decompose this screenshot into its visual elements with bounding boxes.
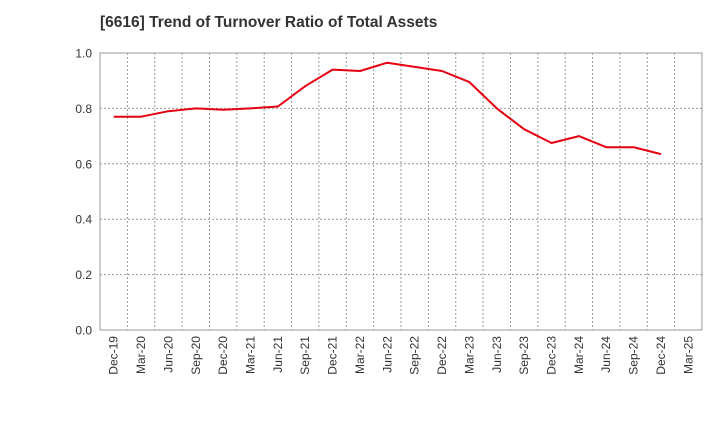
x-tick-label: Mar-21 (244, 336, 258, 374)
x-tick-label: Dec-19 (107, 336, 121, 375)
y-tick-label: 0.0 (75, 324, 92, 338)
x-tick-label: Dec-21 (326, 336, 340, 375)
x-tick-label: Dec-24 (654, 336, 668, 375)
grid-lines (100, 53, 702, 330)
y-tick-label: 0.2 (75, 268, 92, 282)
x-tick-label: Sep-22 (408, 336, 422, 375)
x-tick-label: Dec-23 (545, 336, 559, 375)
plot-area-frame (99, 52, 703, 331)
x-tick-label: Mar-22 (353, 336, 367, 374)
x-tick-label: Jun-20 (161, 336, 175, 373)
chart-title: [6616] Trend of Turnover Ratio of Total … (100, 14, 438, 31)
x-tick-label: Sep-23 (517, 336, 531, 375)
y-axis-tick-labels: 0.0 0.2 0.4 0.6 0.8 1.0 (75, 47, 92, 338)
x-tick-label: Sep-24 (627, 336, 641, 375)
x-tick-label: Mar-24 (572, 336, 586, 374)
x-tick-label: Jun-24 (599, 336, 613, 373)
y-tick-label: 0.8 (75, 102, 92, 116)
x-tick-label: Jun-21 (271, 336, 285, 373)
y-tick-label: 0.6 (75, 157, 92, 171)
x-axis-tick-labels: Dec-19 Mar-20 Jun-20 Sep-20 Dec-20 Mar-21 Jun-… (107, 336, 696, 375)
x-tick-label: Mar-23 (462, 336, 476, 374)
x-tick-label: Sep-20 (189, 336, 203, 375)
x-tick-label: Mar-20 (134, 336, 148, 374)
x-tick-label: Jun-23 (490, 336, 504, 373)
x-tick-label: Sep-21 (298, 336, 312, 375)
series-layer (113, 61, 662, 156)
y-tick-label: 1.0 (75, 47, 92, 61)
series-line (113, 61, 662, 156)
y-tick-label: 0.4 (75, 213, 92, 227)
x-tick-label: Jun-22 (380, 336, 394, 373)
x-tick-label: Dec-22 (435, 336, 449, 375)
x-tick-label: Dec-20 (216, 336, 230, 375)
x-tick-label: Mar-25 (681, 336, 695, 374)
